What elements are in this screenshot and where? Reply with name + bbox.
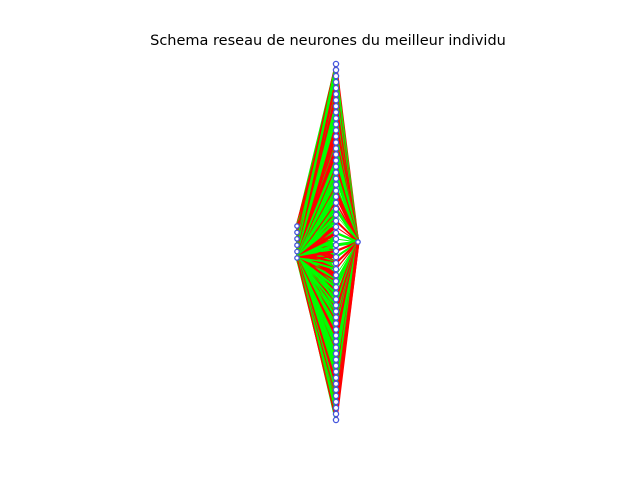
hidden-neuron-24	[332, 205, 340, 213]
hidden-neuron-15	[332, 151, 340, 158]
hidden-neuron-5	[332, 90, 340, 98]
input-neuron-5	[294, 255, 300, 261]
hidden-neuron-2	[332, 72, 340, 80]
hidden-neuron-22	[332, 193, 340, 200]
input-neuron-0	[294, 223, 300, 229]
hidden-neuron-0	[332, 60, 340, 68]
hidden-neuron-14	[332, 145, 340, 152]
hidden-neuron-41	[332, 308, 340, 315]
hidden-neuron-10	[332, 121, 340, 128]
input-neuron-4	[294, 248, 300, 255]
connection-0-5-31	[296, 249, 337, 260]
hidden-neuron-57	[332, 404, 340, 412]
connection-0-5-35	[296, 257, 337, 276]
input-neuron-2	[294, 235, 300, 242]
input-neuron-1	[294, 229, 300, 236]
connection-0-5-32	[296, 256, 337, 259]
connection-0-5-59	[296, 257, 337, 421]
hidden-neuron-27	[332, 223, 340, 231]
hidden-neuron-18	[332, 169, 340, 176]
connection-1-26-0	[335, 220, 359, 243]
hidden-neuron-54	[332, 386, 340, 394]
connection-0-5-17	[296, 166, 337, 259]
hidden-neuron-13	[332, 139, 340, 146]
hidden-neuron-34	[332, 265, 340, 273]
hidden-neuron-50	[332, 362, 340, 369]
hidden-neuron-19	[332, 175, 340, 182]
hidden-neuron-16	[332, 157, 340, 164]
hidden-neuron-53	[332, 380, 340, 388]
hidden-neuron-56	[332, 398, 340, 406]
connection-0-5-34	[296, 257, 337, 271]
hidden-neuron-58	[332, 410, 340, 418]
hidden-neuron-17	[332, 163, 340, 170]
connection-0-5-38	[296, 257, 337, 295]
hidden-neuron-21	[332, 187, 340, 194]
hidden-neuron-3	[332, 78, 340, 86]
hidden-neuron-32	[332, 253, 340, 261]
hidden-neuron-35	[332, 271, 340, 279]
hidden-neuron-42	[332, 314, 340, 321]
hidden-neuron-45	[332, 332, 340, 339]
hidden-neuron-25	[332, 211, 340, 219]
hidden-neuron-48	[332, 350, 340, 357]
hidden-neuron-51	[332, 368, 340, 375]
hidden-neuron-55	[332, 392, 340, 400]
hidden-neuron-49	[332, 356, 340, 363]
hidden-neuron-52	[332, 374, 340, 382]
connection-1-24-0	[334, 207, 360, 243]
figure-title: Schema reseau de neurones du meilleur in…	[150, 33, 506, 49]
hidden-neuron-29	[332, 235, 340, 243]
hidden-neuron-37	[332, 284, 340, 291]
connection-1-28-0	[335, 231, 359, 244]
hidden-neuron-7	[332, 102, 340, 110]
hidden-neuron-1	[332, 66, 340, 74]
hidden-neuron-39	[332, 296, 340, 303]
hidden-neuron-31	[332, 247, 340, 255]
hidden-neuron-40	[332, 302, 340, 309]
neurons-group	[294, 60, 361, 424]
hidden-neuron-46	[332, 338, 340, 345]
hidden-neuron-38	[332, 290, 340, 297]
connection-0-5-22	[295, 195, 338, 259]
hidden-neuron-6	[332, 96, 340, 104]
hidden-neuron-47	[332, 344, 340, 351]
hidden-neuron-36	[332, 277, 340, 285]
hidden-neuron-59	[332, 416, 340, 424]
hidden-neuron-43	[332, 320, 340, 327]
connections-group	[295, 63, 360, 421]
connection-0-5-41	[296, 257, 337, 312]
hidden-neuron-11	[332, 127, 340, 134]
output-neuron-0	[355, 239, 361, 245]
hidden-neuron-9	[332, 115, 340, 122]
hidden-neuron-30	[332, 241, 340, 249]
hidden-neuron-26	[332, 217, 340, 225]
hidden-neuron-12	[332, 133, 340, 140]
hidden-neuron-28	[332, 229, 340, 237]
hidden-neuron-44	[332, 326, 340, 333]
hidden-neuron-33	[332, 259, 340, 267]
hidden-neuron-20	[332, 181, 340, 188]
connection-1-59-0	[334, 241, 360, 421]
input-neuron-3	[294, 242, 300, 249]
hidden-neuron-4	[332, 84, 340, 92]
hidden-neuron-23	[332, 199, 340, 207]
hidden-neuron-8	[332, 109, 340, 116]
connection-0-5-18	[296, 172, 337, 259]
